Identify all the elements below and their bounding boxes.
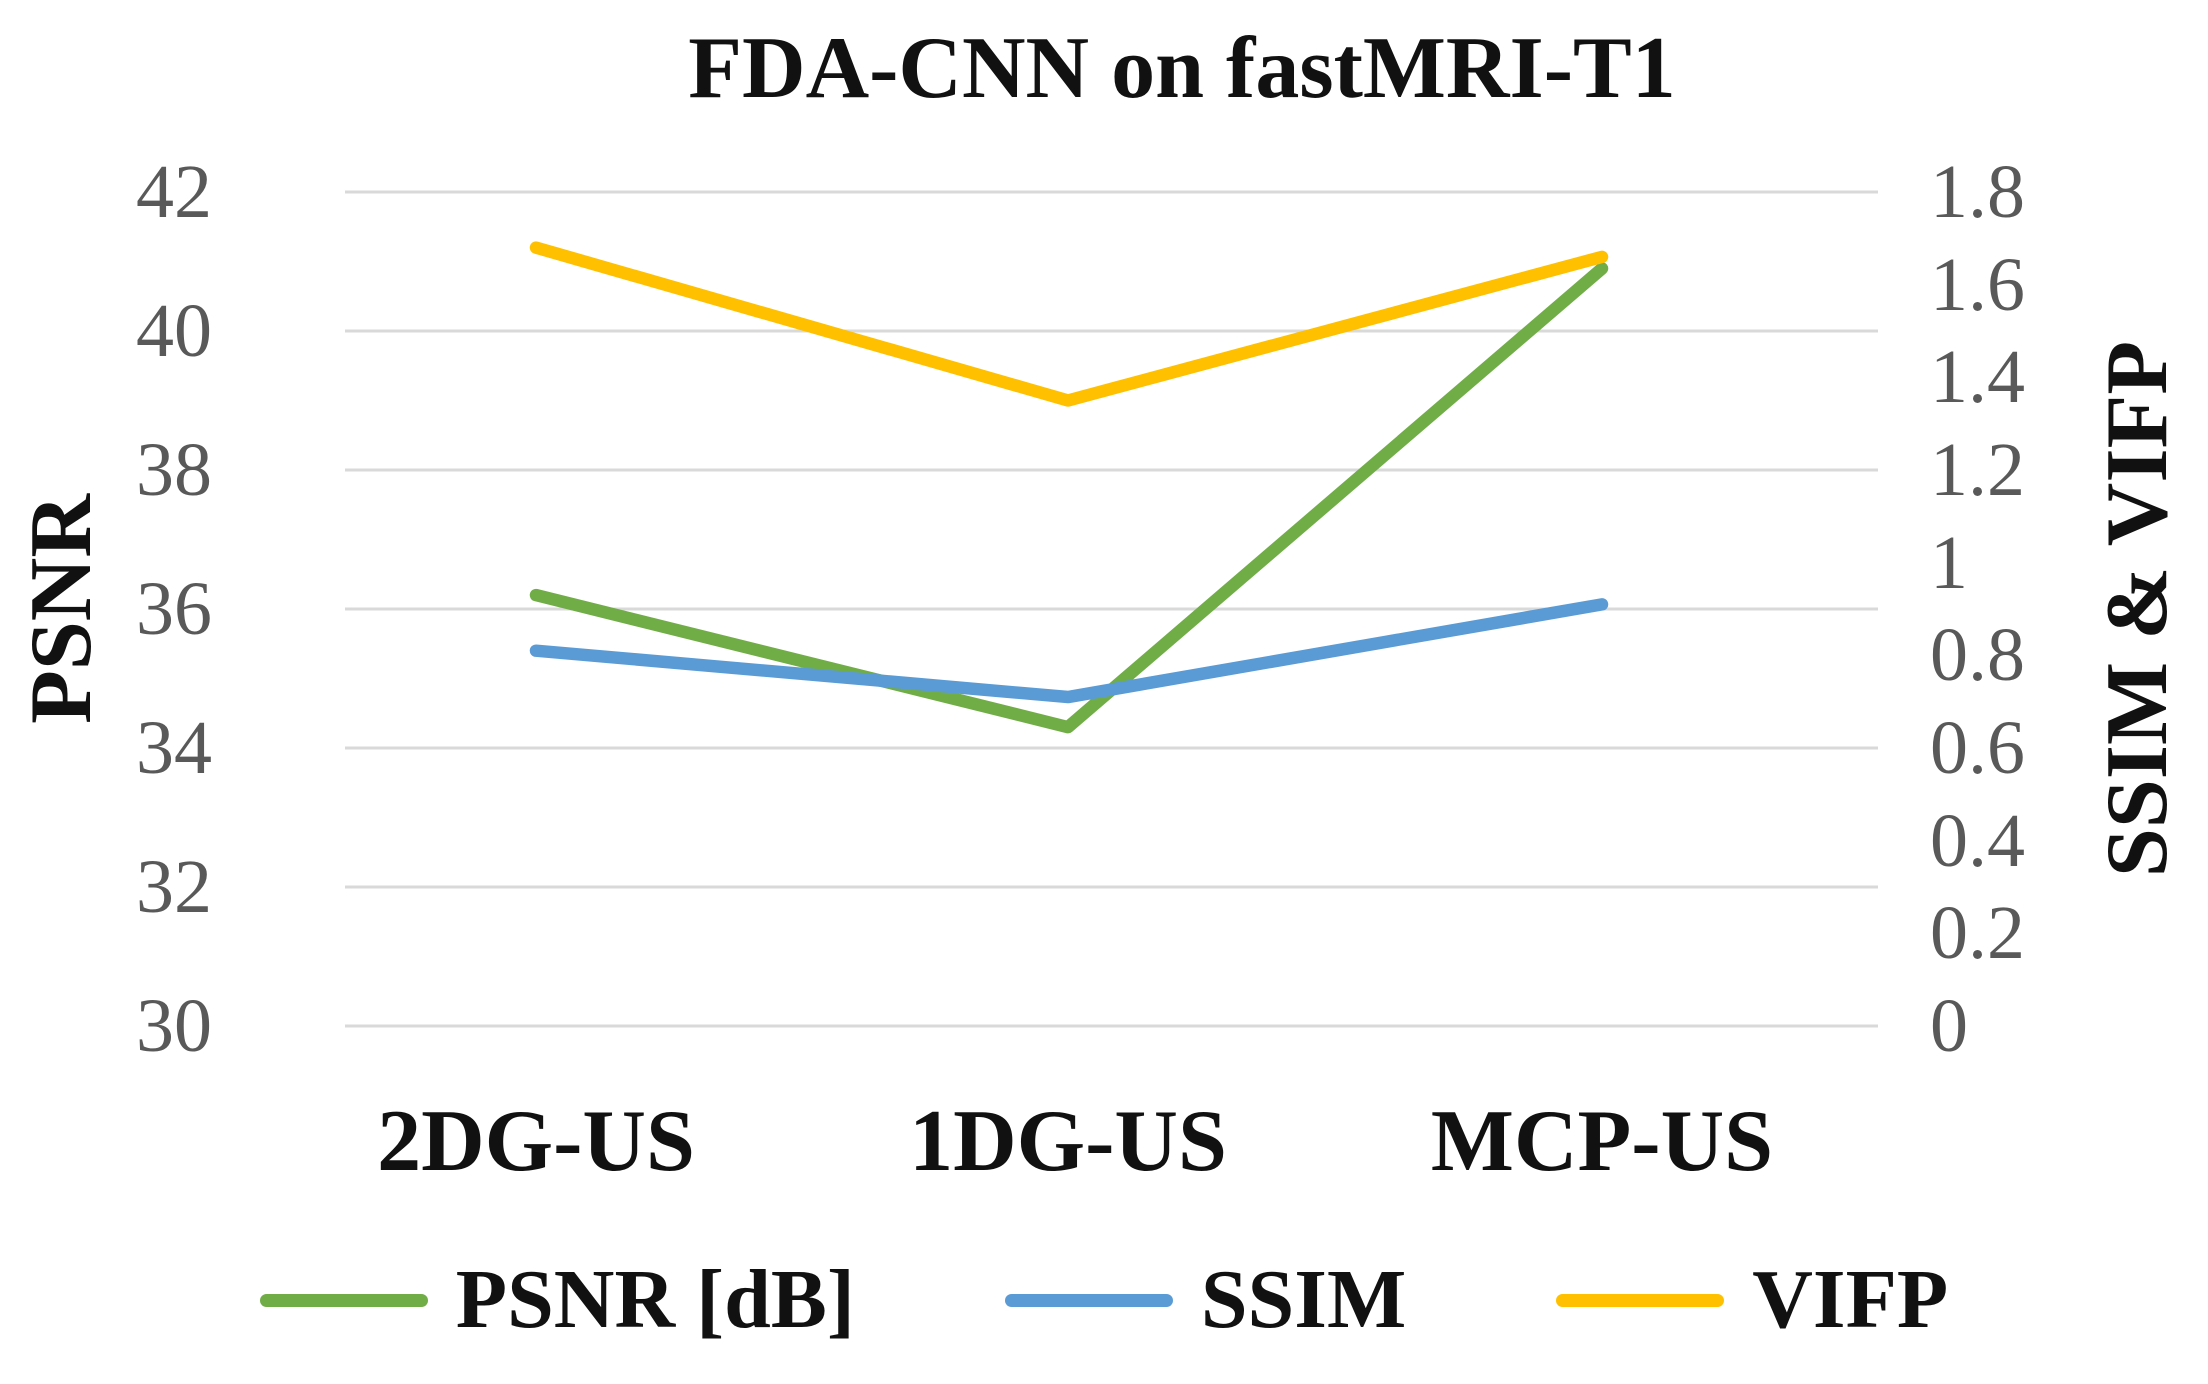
x-category-label-mcp-us: MCP-US — [1430, 1093, 1774, 1190]
legend-item-ssim: SSIM — [1004, 1253, 1407, 1346]
right-axis-tick-label: 0 — [1930, 984, 1968, 1068]
legend-item-psnr: PSNR [dB] — [259, 1253, 855, 1346]
series-line-vifp — [529, 241, 1609, 407]
left-axis-tick-label: 42 — [136, 150, 212, 234]
left-axis-tick-label: 34 — [136, 706, 212, 790]
x-category-label-1dg-us: 1DG-US — [909, 1093, 1227, 1190]
right-axis-tick-label: 0.8 — [1930, 613, 2025, 698]
legend: PSNR [dB] SSIM VIFP — [0, 1258, 2208, 1342]
series-line-psnr-db — [529, 262, 1609, 734]
right-axis-tick-label: 0.6 — [1930, 706, 2025, 790]
right-axis-tick-label: 0.4 — [1930, 798, 2025, 883]
legend-label-vifp: VIFP — [1752, 1253, 1949, 1346]
legend-item-vifp: VIFP — [1556, 1258, 1948, 1342]
legend-label-ssim: SSIM — [1200, 1253, 1407, 1346]
left-axis-tick-label: 38 — [136, 428, 212, 512]
psnr-line-swatch-icon — [259, 1293, 428, 1307]
right-axis-title: SSIM & VIFP — [2089, 340, 2186, 878]
right-axis-tick-label: 0.2 — [1930, 891, 2025, 976]
vifp-line-swatch-icon — [1556, 1293, 1725, 1307]
x-category-label-2dg-us: 2DG-US — [377, 1093, 695, 1190]
legend-label-psnr: PSNR [dB] — [455, 1253, 855, 1346]
left-axis-tick-label: 40 — [136, 289, 212, 373]
right-axis-tick-label: 1 — [1930, 520, 1968, 605]
left-axis-title: PSNR — [13, 494, 110, 724]
series-line-ssim — [529, 598, 1609, 704]
left-axis-tick-label: 36 — [136, 567, 212, 651]
right-axis-tick-label: 1.2 — [1930, 428, 2025, 512]
ssim-line-swatch-icon — [1004, 1293, 1173, 1307]
right-axis-tick-label: 1.6 — [1930, 242, 2025, 327]
chart-title: FDA-CNN on fastMRI-T1 — [688, 20, 1676, 117]
right-axis-tick-label: 1.4 — [1930, 335, 2025, 420]
left-axis-tick-label: 30 — [136, 984, 212, 1068]
right-axis-tick-label: 1.8 — [1930, 150, 2025, 234]
left-axis-tick-label: 32 — [136, 845, 212, 929]
